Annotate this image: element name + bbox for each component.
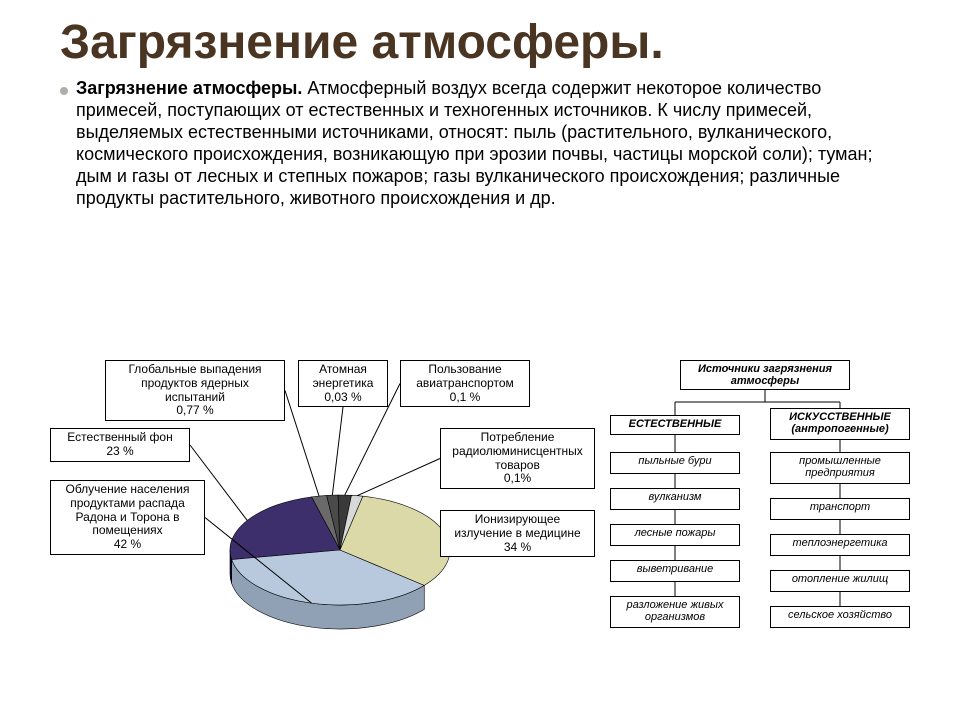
- pie-label: Потребление радиолюминисцентных товаров0…: [440, 428, 595, 489]
- tree-node: промышленные предприятия: [770, 452, 910, 484]
- tree-node: выветривание: [610, 560, 740, 582]
- tree-node: вулканизм: [610, 488, 740, 510]
- tree-node: теплоэнергетика: [770, 534, 910, 556]
- bullet-icon: [60, 87, 68, 95]
- tree-node: ЕСТЕСТВЕННЫЕ: [610, 415, 740, 435]
- pie-label: Пользование авиатранспортом0,1 %: [400, 360, 530, 407]
- paragraph-lead: Загрязнение атмосферы.: [76, 78, 302, 98]
- tree-node: пыльные бури: [610, 452, 740, 474]
- body-paragraph: Загрязнение атмосферы. Атмосферный возду…: [60, 78, 900, 210]
- pie-label: Облучение населения продуктами распада Р…: [50, 480, 205, 555]
- tree-node: сельское хозяйство: [770, 606, 910, 628]
- pie-label: Естественный фон23 %: [50, 428, 190, 462]
- pie-label: Ионизирующее излучение в медицине34 %: [440, 510, 595, 557]
- tree-node: отопление жилищ: [770, 570, 910, 592]
- page-title: Загрязнение атмосферы.: [60, 18, 900, 68]
- tree-node: транспорт: [770, 498, 910, 520]
- pie-label: Глобальные выпадения продуктов ядерных и…: [105, 360, 285, 421]
- pie-chart: Глобальные выпадения продуктов ядерных и…: [50, 360, 610, 690]
- diagram-area: Глобальные выпадения продуктов ядерных и…: [50, 360, 910, 700]
- tree-node: разложение живых организмов: [610, 596, 740, 628]
- sources-tree: Источники загрязнения атмосферы ЕСТЕСТВЕН…: [610, 360, 910, 690]
- tree-node: Источники загрязнения атмосферы: [680, 360, 850, 390]
- tree-node: ИСКУССТВЕННЫЕ (антропогенные): [770, 408, 910, 440]
- tree-node: лесные пожары: [610, 524, 740, 546]
- pie-label: Атомная энергетика0,03 %: [298, 360, 388, 407]
